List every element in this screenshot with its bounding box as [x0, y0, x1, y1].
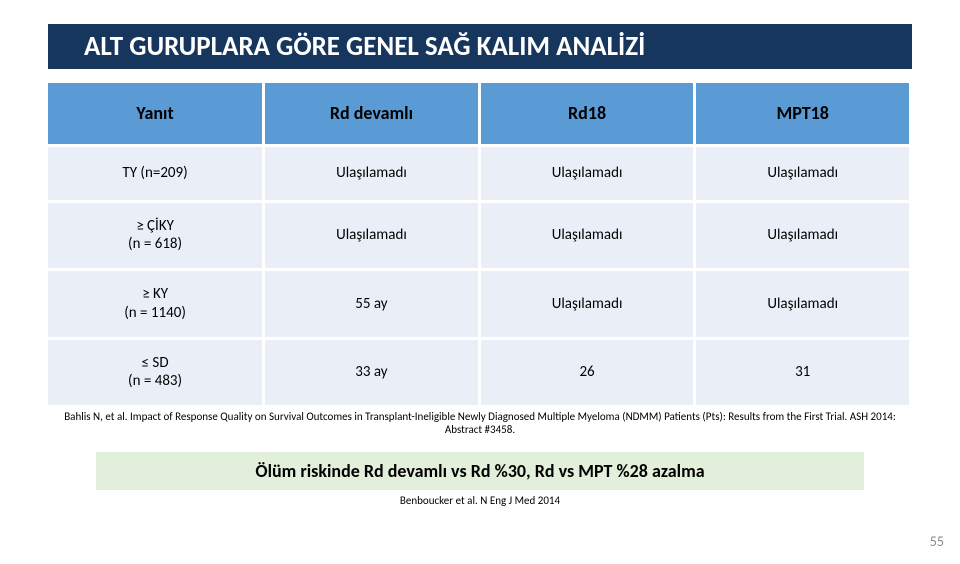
- col-header-response: Yanıt: [48, 83, 264, 145]
- table-cell: Ulaşılamadı: [264, 145, 480, 201]
- citation-text: Bahlis N, et al. Impact of Response Qual…: [48, 410, 912, 436]
- row-label: TY (n=209): [48, 145, 264, 201]
- row-label: ≥ KY(n = 1140): [48, 270, 264, 339]
- table-cell: Ulaşılamadı: [695, 201, 911, 270]
- table-row: ≤ SD(n = 483)33 ay2631: [48, 338, 911, 407]
- table-row: TY (n=209)UlaşılamadıUlaşılamadıUlaşılam…: [48, 145, 911, 201]
- row-label: ≤ SD(n = 483): [48, 338, 264, 407]
- table-cell: Ulaşılamadı: [479, 145, 695, 201]
- slide-title-bar: ALT GURUPLARA GÖRE GENEL SAĞ KALIM ANALİ…: [48, 24, 912, 69]
- row-label: ≥ ÇİKY(n = 618): [48, 201, 264, 270]
- table-cell: 31: [695, 338, 911, 407]
- table-header-row: Yanıt Rd devamlı Rd18 MPT18: [48, 83, 911, 145]
- table-cell: 26: [479, 338, 695, 407]
- table-cell: Ulaşılamadı: [479, 201, 695, 270]
- table-cell: Ulaşılamadı: [479, 270, 695, 339]
- col-header-rd18: Rd18: [479, 83, 695, 145]
- col-header-rd-cont: Rd devamlı: [264, 83, 480, 145]
- sub-citation: Benboucker et al. N Eng J Med 2014: [0, 494, 960, 507]
- slide-number: 55: [930, 533, 944, 550]
- table-cell: Ulaşılamadı: [264, 201, 480, 270]
- survival-table: Yanıt Rd devamlı Rd18 MPT18 TY (n=209)Ul…: [48, 83, 912, 408]
- table-cell: Ulaşılamadı: [695, 270, 911, 339]
- col-header-mpt18: MPT18: [695, 83, 911, 145]
- table-cell: 55 ay: [264, 270, 480, 339]
- table-cell: Ulaşılamadı: [695, 145, 911, 201]
- table-row: ≥ KY(n = 1140)55 ayUlaşılamadıUlaşılamad…: [48, 270, 911, 339]
- table-cell: 33 ay: [264, 338, 480, 407]
- conclusion-bar: Ölüm riskinde Rd devamlı vs Rd %30, Rd v…: [96, 452, 864, 490]
- table-row: ≥ ÇİKY(n = 618)UlaşılamadıUlaşılamadıUla…: [48, 201, 911, 270]
